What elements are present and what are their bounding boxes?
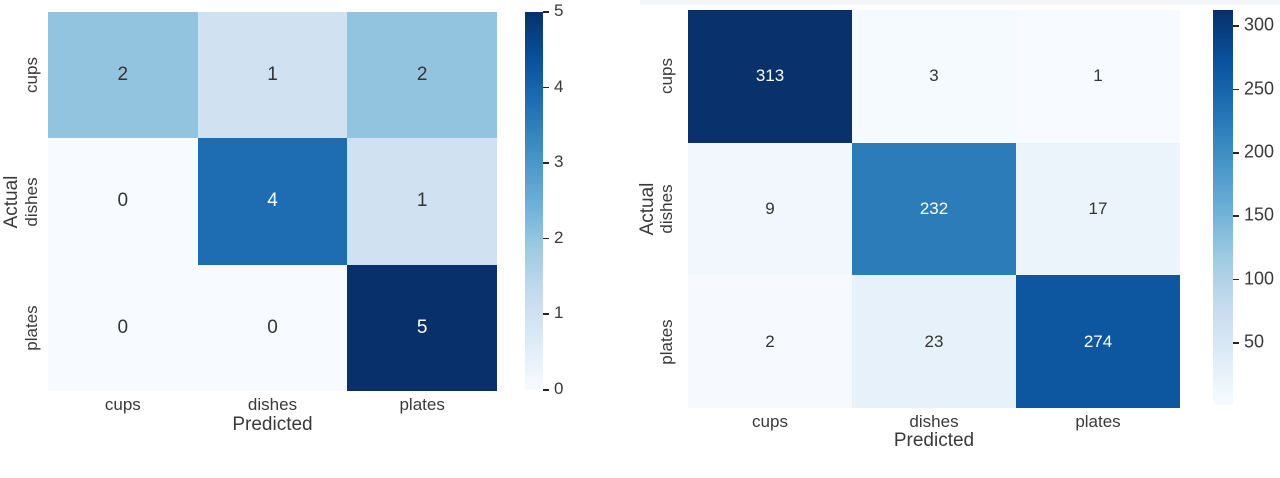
heatmap-cell: 2: [48, 12, 198, 139]
colorbar-tick-mark: [543, 162, 549, 164]
x-tick-labels: cups dishes plates: [48, 395, 497, 415]
x-tick-label: cups: [752, 412, 788, 431]
colorbar-tick-label: 2: [554, 227, 564, 247]
heatmap-cell: 2: [688, 275, 852, 408]
colorbar-tick-label: 0: [554, 379, 564, 399]
colorbar-ticks: 0 1 2 3 4 5: [543, 1, 603, 398]
colorbar-tick-mark: [1233, 341, 1239, 344]
colorbar-gradient: [525, 12, 543, 390]
heatmap-cell: 9: [688, 142, 852, 276]
heatmap-cell: 3: [852, 10, 1016, 143]
colorbar-tick-mark: [1233, 215, 1239, 217]
colorbar-tick-label: 200: [1244, 141, 1275, 162]
colorbar-tick-label: 250: [1244, 78, 1275, 99]
heatmap-grid: 313 3 1 9 232 17 2 23 274: [688, 10, 1180, 408]
y-tick-labels: cups dishes plates: [657, 10, 676, 408]
colorbar-ticks: 50 100 150 200 250 300: [1233, 10, 1280, 405]
heatmap-cell: 232: [852, 142, 1016, 276]
y-tick-label: cups: [657, 58, 676, 95]
heatmap-cell: 23: [852, 275, 1016, 408]
colorbar-tick-label: 4: [554, 76, 564, 96]
heatmap-cell: 1: [347, 138, 497, 265]
colorbar-tick-mark: [543, 313, 549, 315]
x-tick-label: dishes: [247, 395, 298, 414]
colorbar-tick-label: 1: [554, 303, 564, 323]
colorbar-tick-label: 150: [1244, 205, 1275, 226]
heatmap-cell: 2: [347, 12, 497, 139]
colorbar-tick-label: 100: [1244, 268, 1275, 289]
colorbar-tick-mark: [1233, 278, 1239, 281]
heatmap-cell: 313: [688, 10, 852, 143]
colorbar-tick-mark: [1233, 152, 1239, 154]
heatmap-cell: 1: [1016, 10, 1180, 143]
y-tick-label: dishes: [657, 184, 676, 234]
colorbar-tick-label: 3: [554, 152, 564, 172]
colorbar-tick-mark: [543, 237, 549, 240]
colorbar-tick-label: 300: [1244, 15, 1275, 36]
y-tick-label: plates: [657, 318, 676, 365]
x-tick-label: plates: [1075, 412, 1121, 431]
x-axis-label: Predicted: [232, 414, 313, 435]
colorbar-tick-mark: [1233, 25, 1239, 28]
y-axis-label: Actual: [637, 182, 658, 236]
right-figure-top-edge: [640, 0, 1280, 5]
colorbar-tick-label: 5: [554, 1, 564, 21]
heatmap-cell: 0: [197, 264, 348, 391]
colorbar-tick-label: 50: [1244, 331, 1265, 352]
heatmap-cell: 1: [197, 12, 348, 139]
heatmap-cell: 0: [48, 138, 198, 265]
colorbar-tick-mark: [543, 11, 549, 13]
x-tick-label: plates: [399, 395, 445, 414]
heatmap-cell: 17: [1016, 142, 1180, 276]
colorbar-tick-mark: [1233, 88, 1239, 91]
heatmap-cell: 274: [1016, 275, 1180, 408]
heatmap-cell: 4: [197, 138, 348, 265]
y-axis-label-box: Actual: [637, 10, 658, 408]
heatmap-cell: 5: [347, 264, 497, 391]
colorbar-tick-mark: [543, 86, 549, 89]
colorbar-tick-mark: [543, 389, 549, 391]
heatmap-cell: 0: [48, 264, 198, 391]
x-axis-label: Predicted: [893, 430, 975, 451]
x-tick-label: cups: [104, 395, 141, 414]
x-tick-label: dishes: [909, 412, 959, 431]
x-tick-labels: cups dishes plates: [688, 412, 1180, 434]
colorbar-gradient: [1213, 10, 1233, 405]
